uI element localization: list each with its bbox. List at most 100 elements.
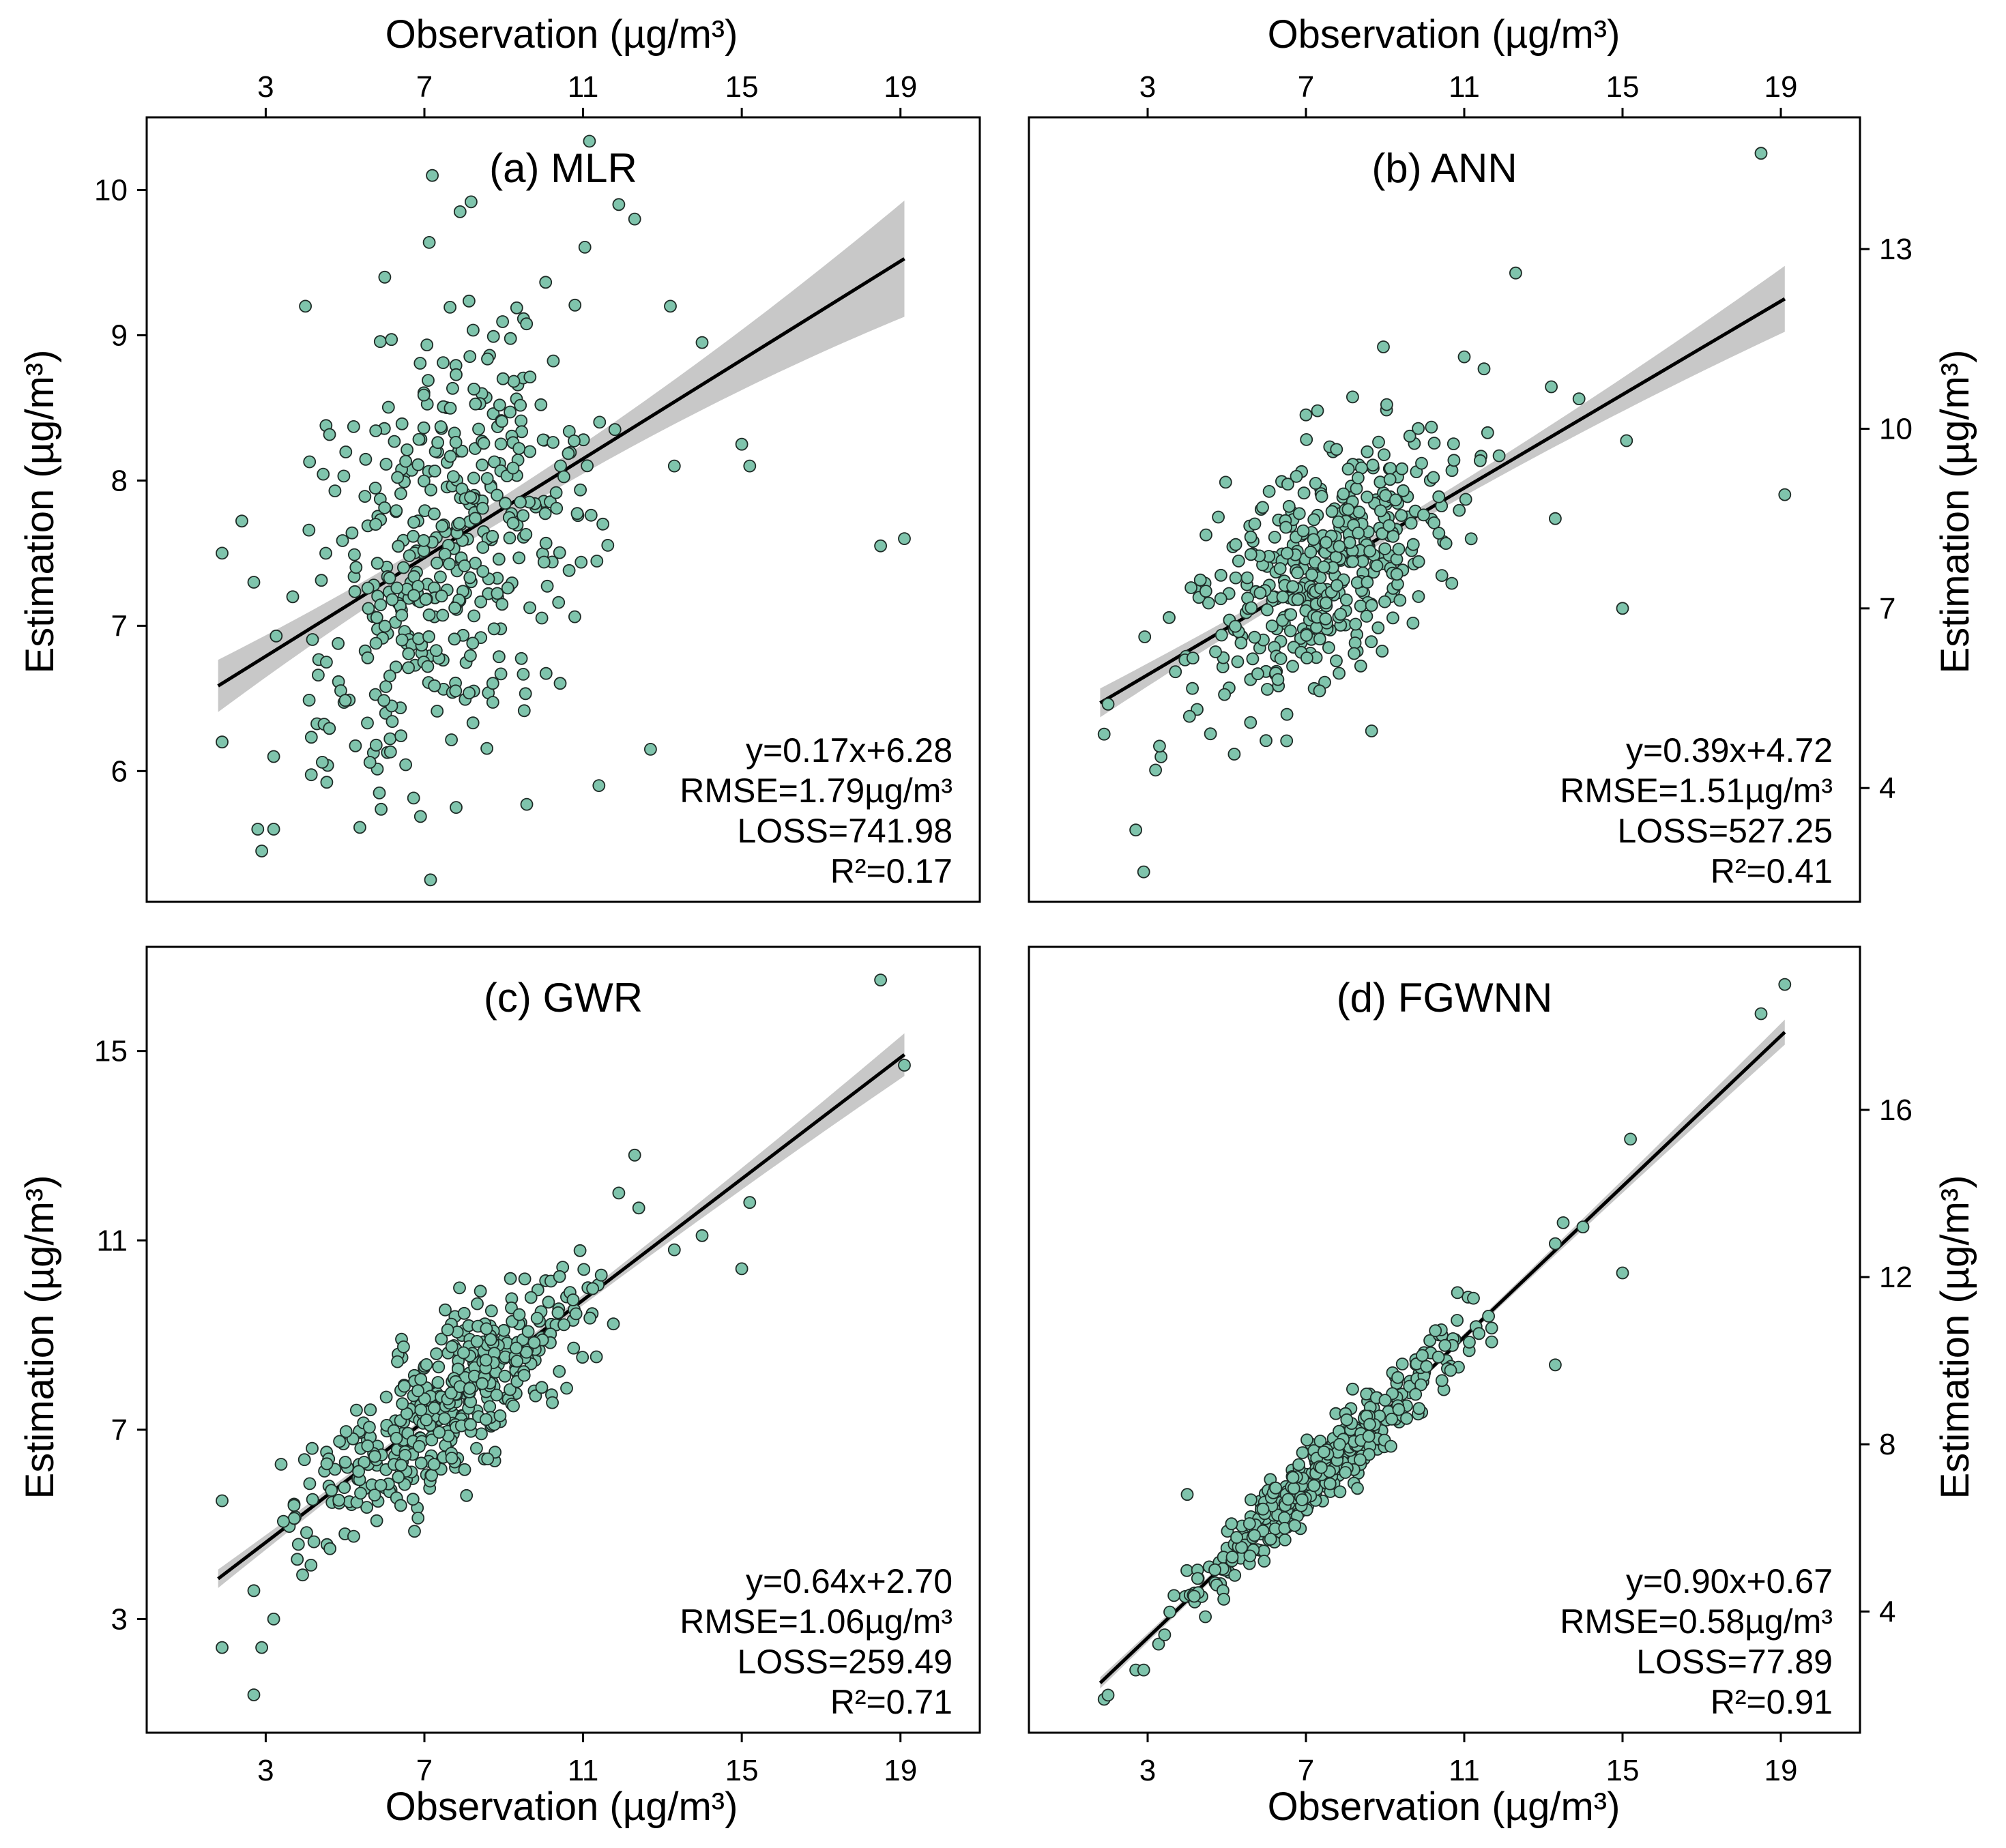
fit-equation-b: y=0.39x+4.72 <box>1626 731 1833 769</box>
scatter-point <box>1258 1555 1271 1568</box>
scatter-point <box>339 1425 353 1438</box>
scatter-point <box>407 791 420 805</box>
scatter-point <box>1397 484 1410 497</box>
scatter-point <box>495 598 509 611</box>
scatter-point <box>315 756 329 769</box>
scatter-point <box>1412 555 1425 568</box>
scatter-point <box>1187 1589 1201 1603</box>
scatter-point <box>1392 1403 1406 1416</box>
scatter-point <box>1435 1374 1449 1388</box>
scatter-point <box>1315 490 1328 503</box>
x-tick-label: 3 <box>1139 70 1156 104</box>
scatter-point <box>1423 1334 1437 1347</box>
scatter-point <box>1395 1358 1409 1370</box>
scatter-point <box>1372 435 1385 449</box>
scatter-point <box>1199 1610 1212 1624</box>
scatter-point <box>1445 576 1459 590</box>
scatter-point <box>1354 599 1367 613</box>
scatter-point <box>363 756 377 769</box>
scatter-point <box>345 526 359 540</box>
scatter-point <box>1341 503 1355 516</box>
scatter-point <box>539 276 553 289</box>
scatter-point <box>320 1457 334 1471</box>
scatter-point <box>1323 1477 1337 1491</box>
scatter-point <box>519 687 532 701</box>
scatter-point <box>332 1493 346 1507</box>
scatter-point <box>1101 697 1115 711</box>
scatter-point <box>444 402 457 415</box>
scatter-point <box>424 873 437 887</box>
scatter-point <box>1330 654 1343 668</box>
scatter-point <box>391 471 404 484</box>
scatter-point <box>1482 1310 1496 1323</box>
scatter-point <box>1366 458 1380 472</box>
scatter-point <box>1341 463 1355 475</box>
scatter-point <box>1447 437 1460 450</box>
x-tick-label: 7 <box>416 70 433 104</box>
scatter-point <box>501 581 514 595</box>
scatter-point <box>1427 437 1441 450</box>
scatter-point <box>1616 602 1629 615</box>
scatter-point <box>1193 573 1207 587</box>
scatter-point <box>449 684 463 698</box>
scatter-point <box>1400 1411 1413 1425</box>
scatter-point <box>1343 536 1356 549</box>
scatter-point <box>1251 667 1264 681</box>
scatter-point <box>432 1360 446 1374</box>
scatter-point <box>444 450 457 463</box>
scatter-point <box>486 696 499 709</box>
rmse-b: RMSE=1.51µg/m³ <box>1560 772 1833 810</box>
scatter-point <box>477 437 491 450</box>
scatter-point <box>1212 510 1225 524</box>
scatter-point <box>247 576 261 589</box>
scatter-point <box>1432 490 1446 503</box>
scatter-point <box>1264 1532 1277 1546</box>
x-tick-label: 3 <box>257 1754 274 1787</box>
scatter-point <box>550 501 564 515</box>
scatter-point <box>1291 593 1305 606</box>
plot-frame-b <box>1028 116 1861 903</box>
scatter-point <box>338 1481 351 1495</box>
y-tick-label: 15 <box>94 1035 128 1068</box>
scatter-point <box>1431 1350 1445 1364</box>
scatter-point <box>1311 404 1324 417</box>
scatter-point <box>1180 1488 1194 1501</box>
y-tick-label: 12 <box>1879 1261 1913 1294</box>
scatter-point <box>424 483 437 497</box>
scatter-point <box>1274 652 1288 665</box>
scatter-point <box>1184 581 1197 594</box>
loss-c: LOSS=259.49 <box>737 1643 953 1681</box>
scatter-point <box>466 716 480 730</box>
scatter-point <box>1180 1564 1193 1577</box>
fit-equation-a: y=0.17x+6.28 <box>746 731 953 769</box>
scatter-point <box>1365 724 1378 737</box>
scatter-point <box>431 557 444 570</box>
panel-title-d: (d) FGWNN <box>1337 975 1553 1021</box>
scatter-point <box>399 758 412 772</box>
scatter-point <box>539 666 553 680</box>
scatter-point <box>1296 1493 1309 1506</box>
scatter-point <box>1229 571 1242 585</box>
scatter-point <box>1451 1314 1464 1327</box>
scatter-point <box>1315 1461 1328 1474</box>
scatter-point <box>479 1353 493 1367</box>
scatter-point <box>1778 488 1792 501</box>
scatter-point <box>370 557 384 570</box>
scatter-point <box>1556 1216 1570 1229</box>
scatter-point <box>446 381 459 395</box>
scatter-point <box>546 1396 559 1409</box>
plot-frame-a <box>145 116 981 903</box>
scatter-point <box>487 622 501 636</box>
scatter-point <box>1389 493 1402 507</box>
scatter-point <box>504 1383 517 1396</box>
scatter-point <box>1230 1531 1243 1544</box>
scatter-point <box>1214 592 1227 606</box>
scatter-point <box>1447 454 1461 467</box>
scatter-point <box>274 1458 288 1471</box>
scatter-point <box>1245 1493 1258 1507</box>
scatter-point <box>1256 1502 1270 1516</box>
scatter-point <box>1169 665 1182 679</box>
ylabel-panel-c: Estimation (µg/m³) <box>18 1175 62 1499</box>
x-tick-label: 19 <box>884 1754 917 1787</box>
scatter-point <box>1395 509 1408 522</box>
